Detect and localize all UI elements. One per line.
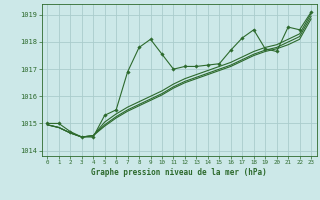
X-axis label: Graphe pression niveau de la mer (hPa): Graphe pression niveau de la mer (hPa) bbox=[91, 168, 267, 177]
